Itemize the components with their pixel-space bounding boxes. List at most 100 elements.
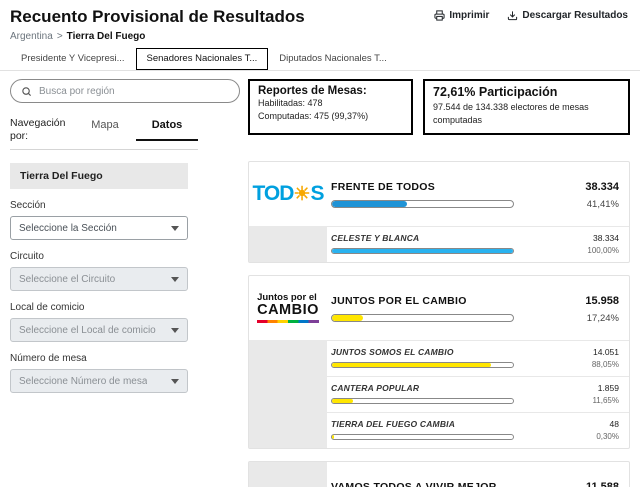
party-row: TOD☀S FRENTE DE TODOS 38.334 41,41% bbox=[249, 162, 629, 226]
region-search[interactable] bbox=[10, 79, 240, 103]
list-row: TIERRA DEL FUEGO CAMBIA 48 0,30% bbox=[249, 412, 629, 449]
filter-label-numero-mesa: Número de mesa bbox=[10, 353, 87, 365]
party-name: JUNTOS POR EL CAMBIO bbox=[331, 294, 467, 307]
list-votes: 48 bbox=[609, 419, 619, 430]
party-percent: 17,24% bbox=[586, 312, 619, 324]
list-votes: 38.334 bbox=[593, 233, 619, 244]
list-name: JUNTOS SOMOS EL CAMBIO bbox=[331, 347, 454, 358]
party-card-vamos-todos-a-vivir-mejor: VAMOS TODOS A VIVIR MEJOR 11.588 12,52% bbox=[248, 461, 630, 487]
main-content: Reportes de Mesas: Habilitadas: 478 Comp… bbox=[248, 79, 630, 487]
party-percent: 41,41% bbox=[586, 198, 619, 210]
breadcrumb: Argentina > Tierra Del Fuego bbox=[0, 27, 640, 44]
party-votes: 15.958 bbox=[585, 294, 619, 307]
list-name: TIERRA DEL FUEGO CAMBIA bbox=[331, 419, 456, 430]
filter-seccion: Sección Seleccione la Sección bbox=[10, 200, 188, 241]
seccion-select-value: Seleccione la Sección bbox=[19, 222, 117, 234]
list-gutter bbox=[249, 376, 327, 413]
filter-numero-mesa: Número de mesa Seleccione Número de mesa bbox=[10, 353, 188, 394]
filter-label-circuito: Circuito bbox=[10, 251, 44, 263]
region-chip[interactable]: Tierra Del Fuego bbox=[10, 163, 188, 190]
list-vote-bar bbox=[331, 398, 514, 405]
party-row: VAMOS TODOS A VIVIR MEJOR 11.588 12,52% bbox=[249, 462, 629, 487]
page-body: Navegación por: Mapa Datos Tierra Del Fu… bbox=[0, 71, 640, 487]
page-title: Recuento Provisional de Resultados bbox=[10, 7, 305, 26]
chevron-down-icon bbox=[171, 327, 179, 333]
print-label: Imprimir bbox=[449, 10, 490, 21]
info-row: Reportes de Mesas: Habilitadas: 478 Comp… bbox=[248, 79, 630, 136]
circuito-select: Seleccione el Circuito bbox=[10, 267, 188, 292]
circuito-select-value: Seleccione el Circuito bbox=[19, 273, 116, 285]
list-gutter bbox=[249, 226, 327, 263]
party-vote-bar bbox=[331, 199, 514, 208]
party-logo-placeholder bbox=[249, 462, 327, 487]
list-vote-bar bbox=[331, 248, 514, 255]
topbar: Recuento Provisional de Resultados Impri… bbox=[0, 0, 640, 27]
list-percent: 88,05% bbox=[591, 360, 619, 370]
filter-circuito: Circuito Seleccione el Circuito bbox=[10, 251, 188, 292]
rainbow-stripe bbox=[257, 320, 319, 324]
party-name: FRENTE DE TODOS bbox=[331, 180, 436, 193]
todos-logo-text-2: S bbox=[310, 182, 324, 206]
reportes-habilitadas: Habilitadas: 478 bbox=[258, 98, 323, 108]
todos-logo: TOD☀S bbox=[252, 182, 324, 206]
nav-tab-mapa[interactable]: Mapa bbox=[91, 119, 119, 131]
list-row: CANTERA POPULAR 1.859 11,65% bbox=[249, 376, 629, 413]
party-card-juntos-por-el-cambio: Juntos por el CAMBIO JUNTOS POR EL CAMBI… bbox=[248, 275, 630, 450]
list-votes: 1.859 bbox=[597, 383, 619, 394]
download-icon bbox=[508, 11, 518, 21]
tab-diputados[interactable]: Diputados Nacionales T... bbox=[279, 53, 387, 64]
party-card-frente-de-todos: TOD☀S FRENTE DE TODOS 38.334 41,41% bbox=[248, 161, 630, 264]
participacion-headline: 72,61% Participación bbox=[433, 85, 558, 99]
navigation-switcher: Navegación por: Mapa Datos bbox=[10, 117, 198, 151]
party-name: VAMOS TODOS A VIVIR MEJOR bbox=[331, 480, 497, 487]
list-percent: 0,30% bbox=[596, 432, 619, 442]
nav-tab-datos[interactable]: Datos bbox=[136, 117, 198, 141]
navigation-label: Navegación por: bbox=[10, 117, 66, 143]
party-logo-frente-de-todos: TOD☀S bbox=[249, 162, 327, 226]
party-row: Juntos por el CAMBIO JUNTOS POR EL CAMBI… bbox=[249, 276, 629, 340]
filter-local-comicio: Local de comicio Seleccione el Local de … bbox=[10, 302, 188, 343]
filter-label-seccion: Sección bbox=[10, 200, 46, 212]
local-comicio-select: Seleccione el Local de comicio bbox=[10, 318, 188, 343]
jxc-logo: Juntos por el CAMBIO bbox=[257, 291, 319, 324]
tab-senadores[interactable]: Senadores Nacionales T... bbox=[135, 48, 269, 70]
election-tabs: Presidente Y Vicepresi... Senadores Naci… bbox=[0, 44, 640, 71]
download-results-button[interactable]: Descargar Resultados bbox=[507, 10, 628, 21]
numero-mesa-select-value: Seleccione Número de mesa bbox=[19, 375, 148, 387]
sidebar: Navegación por: Mapa Datos Tierra Del Fu… bbox=[10, 79, 240, 487]
seccion-select[interactable]: Seleccione la Sección bbox=[10, 216, 188, 241]
search-input[interactable] bbox=[39, 85, 229, 97]
chevron-down-icon bbox=[171, 276, 179, 282]
party-vote-bar bbox=[331, 313, 514, 322]
participacion-box: 72,61% Participación 97.544 de 134.338 e… bbox=[423, 79, 630, 136]
party-logo-juntos-por-el-cambio: Juntos por el CAMBIO bbox=[249, 276, 327, 340]
breadcrumb-region: Tierra Del Fuego bbox=[66, 31, 146, 42]
list-votes: 14.051 bbox=[593, 347, 619, 358]
jxc-logo-line1: Juntos por el bbox=[257, 291, 317, 303]
breadcrumb-argentina[interactable]: Argentina bbox=[10, 31, 53, 42]
list-row: CELESTE Y BLANCA 38.334 100,00% bbox=[249, 226, 629, 263]
list-gutter bbox=[249, 340, 327, 377]
todos-logo-text: TOD bbox=[252, 182, 294, 206]
tab-presidente[interactable]: Presidente Y Vicepresi... bbox=[21, 53, 125, 64]
chevron-down-icon bbox=[171, 225, 179, 231]
local-comicio-select-value: Seleccione el Local de comicio bbox=[19, 324, 156, 336]
jxc-logo-line2: CAMBIO bbox=[257, 302, 319, 319]
list-gutter bbox=[249, 412, 327, 449]
list-vote-bar bbox=[331, 362, 514, 369]
party-votes: 38.334 bbox=[585, 180, 619, 193]
results-list: TOD☀S FRENTE DE TODOS 38.334 41,41% bbox=[248, 161, 630, 487]
breadcrumb-separator: > bbox=[56, 31, 63, 42]
download-label: Descargar Resultados bbox=[522, 10, 628, 21]
list-vote-bar bbox=[331, 434, 514, 441]
top-actions: Imprimir Descargar Resultados bbox=[434, 7, 628, 21]
list-name: CANTERA POPULAR bbox=[331, 383, 420, 394]
print-icon bbox=[434, 10, 445, 21]
participacion-detail: 97.544 de 134.338 electores de mesas com… bbox=[433, 102, 589, 126]
print-button[interactable]: Imprimir bbox=[434, 10, 489, 21]
list-row: JUNTOS SOMOS EL CAMBIO 14.051 88,05% bbox=[249, 340, 629, 377]
list-percent: 11,65% bbox=[592, 396, 619, 406]
reportes-title: Reportes de Mesas: bbox=[258, 85, 367, 97]
numero-mesa-select: Seleccione Número de mesa bbox=[10, 369, 188, 394]
